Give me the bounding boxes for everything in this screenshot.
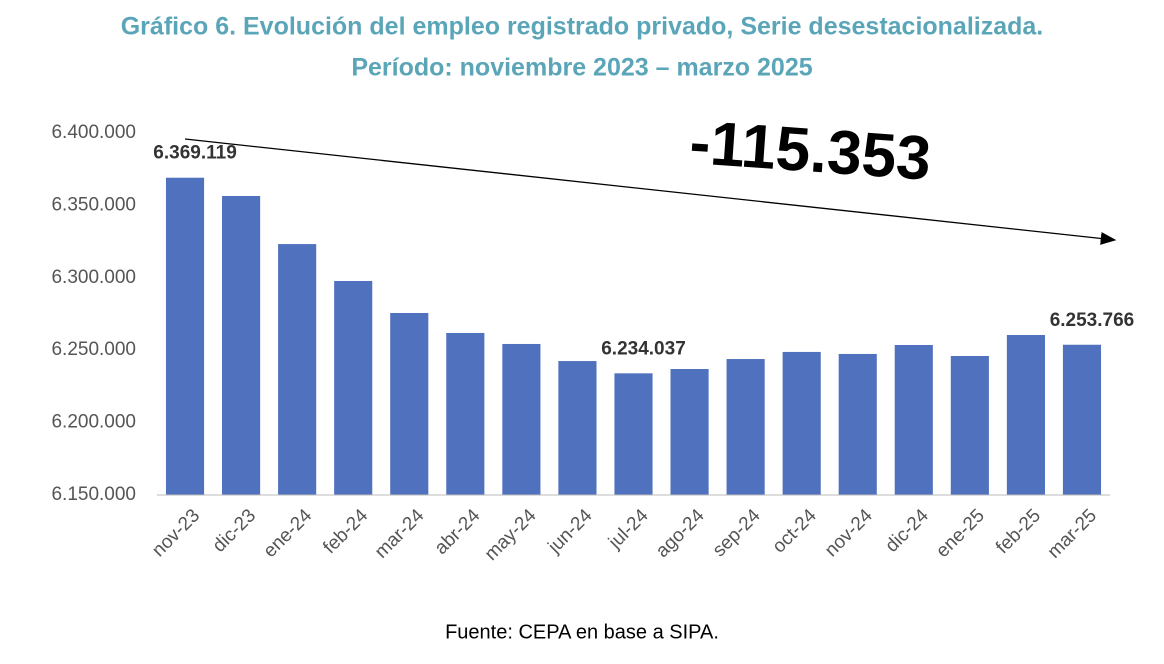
y-tick-label: 6.250.000 xyxy=(51,339,136,360)
x-tick-label: may-24 xyxy=(481,505,541,565)
y-tick-label: 6.400.000 xyxy=(51,122,136,143)
chart-title: Gráfico 6. Evolución del empleo registra… xyxy=(121,13,1044,41)
x-tick-label: ene-24 xyxy=(260,505,317,562)
x-tick-label: dic-23 xyxy=(209,505,260,556)
x-tick-label: jul-24 xyxy=(604,505,653,554)
bar xyxy=(390,312,429,495)
annotation: -115.353 xyxy=(688,108,934,194)
bar xyxy=(222,195,261,495)
bar xyxy=(838,353,877,495)
x-tick-label: nov-23 xyxy=(148,505,204,561)
value-label: 6.253.766 xyxy=(1050,310,1135,331)
x-tick-label: feb-24 xyxy=(319,505,372,558)
bar xyxy=(1062,344,1102,495)
bar xyxy=(670,369,709,495)
x-tick-label: dic-24 xyxy=(881,505,933,557)
bar xyxy=(614,373,653,495)
x-tick-label: ago-24 xyxy=(652,505,709,562)
bar xyxy=(950,355,989,495)
value-label: 6.234.037 xyxy=(601,338,686,359)
bar xyxy=(502,343,541,495)
bar xyxy=(726,359,765,495)
x-tick-label: mar-25 xyxy=(1044,505,1101,562)
source: Fuente: CEPA en base a SIPA. xyxy=(445,621,719,643)
x-tick-label: jun-24 xyxy=(544,505,597,558)
bar xyxy=(894,344,933,495)
bar xyxy=(1006,334,1045,495)
x-tick-label: mar-24 xyxy=(371,505,429,563)
x-tick-label: ene-25 xyxy=(932,505,989,562)
x-tick-label: nov-24 xyxy=(821,505,877,561)
y-tick-label: 6.300.000 xyxy=(51,267,136,288)
chart-subtitle: Período: noviembre 2023 – marzo 2025 xyxy=(351,54,812,82)
bar xyxy=(446,332,485,495)
y-tick-label: 6.200.000 xyxy=(51,412,136,433)
x-tick-label: oct-24 xyxy=(769,505,821,557)
plot-area: 6.150.000 6.200.000 6.250.000 6.300.000 6.35… xyxy=(51,122,1134,565)
bar xyxy=(165,177,205,495)
trend-arrow xyxy=(184,138,1117,245)
x-tick-label: sep-24 xyxy=(709,505,765,561)
y-tick-label: 6.150.000 xyxy=(51,484,136,505)
value-label: 6.369.119 xyxy=(153,143,236,164)
bar xyxy=(334,280,373,495)
bar xyxy=(558,361,597,495)
x-tick-label: abr-24 xyxy=(431,505,485,559)
bar xyxy=(782,351,821,495)
bar xyxy=(278,244,317,495)
y-tick-label: 6.350.000 xyxy=(51,194,136,215)
x-tick-label: feb-25 xyxy=(992,505,1045,558)
